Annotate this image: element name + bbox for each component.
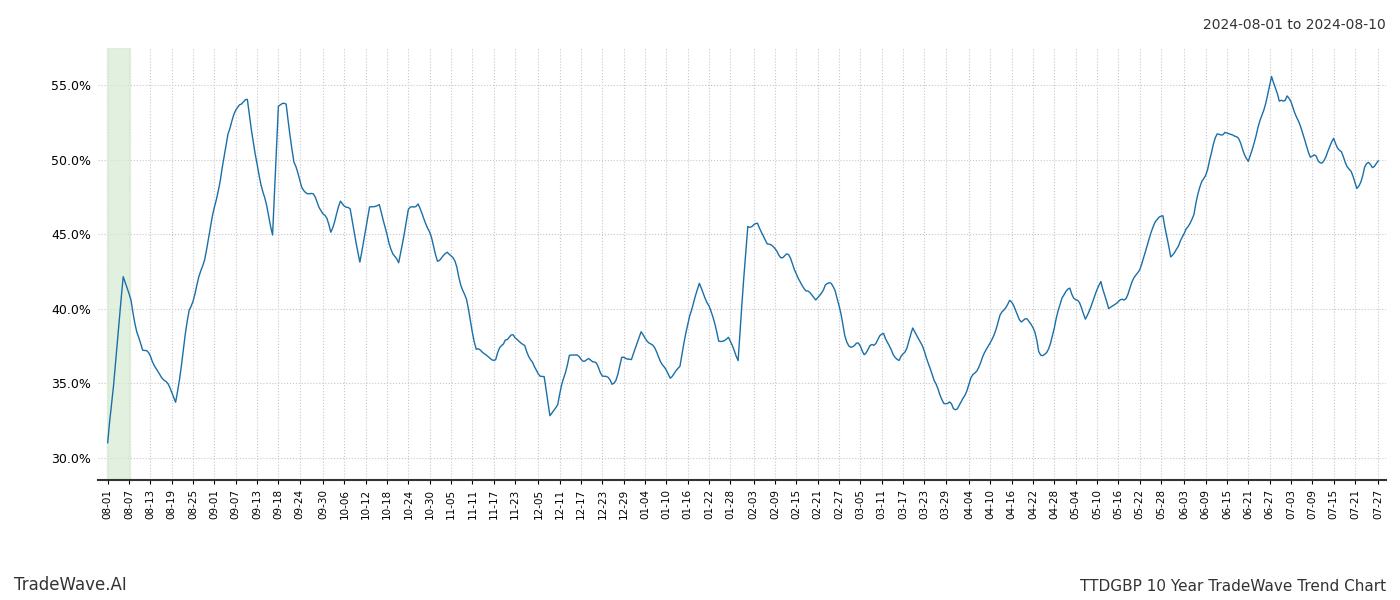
Text: 2024-08-01 to 2024-08-10: 2024-08-01 to 2024-08-10: [1203, 18, 1386, 32]
Bar: [106, 48, 130, 480]
Text: TradeWave.AI: TradeWave.AI: [14, 576, 127, 594]
Text: TTDGBP 10 Year TradeWave Trend Chart: TTDGBP 10 Year TradeWave Trend Chart: [1079, 579, 1386, 594]
